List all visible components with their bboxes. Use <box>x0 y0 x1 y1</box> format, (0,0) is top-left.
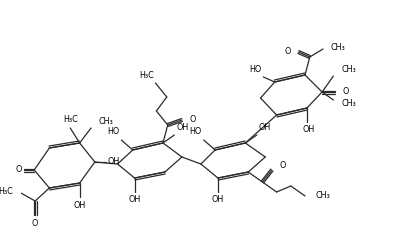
Text: OH: OH <box>259 123 271 131</box>
Text: H₃C: H₃C <box>0 186 13 195</box>
Text: HO: HO <box>249 65 261 74</box>
Text: OH: OH <box>73 200 86 210</box>
Text: CH₃: CH₃ <box>331 42 345 52</box>
Text: CH₃: CH₃ <box>99 117 113 125</box>
Text: O: O <box>284 48 291 57</box>
Text: O: O <box>15 165 22 175</box>
Text: O: O <box>190 116 196 124</box>
Text: CH₃: CH₃ <box>341 64 356 73</box>
Text: H₃C: H₃C <box>140 70 154 80</box>
Text: CH₃: CH₃ <box>316 191 330 200</box>
Text: OH: OH <box>176 123 188 131</box>
Text: OH: OH <box>107 156 119 165</box>
Text: OH: OH <box>212 195 224 205</box>
Text: HO: HO <box>190 127 202 136</box>
Text: O: O <box>32 218 38 227</box>
Text: CH₃: CH₃ <box>341 99 356 109</box>
Text: OH: OH <box>303 125 315 134</box>
Text: O: O <box>280 161 286 171</box>
Text: HO: HO <box>107 127 119 136</box>
Text: O: O <box>343 88 349 96</box>
Text: H₃C: H₃C <box>63 116 77 124</box>
Text: OH: OH <box>128 195 141 205</box>
